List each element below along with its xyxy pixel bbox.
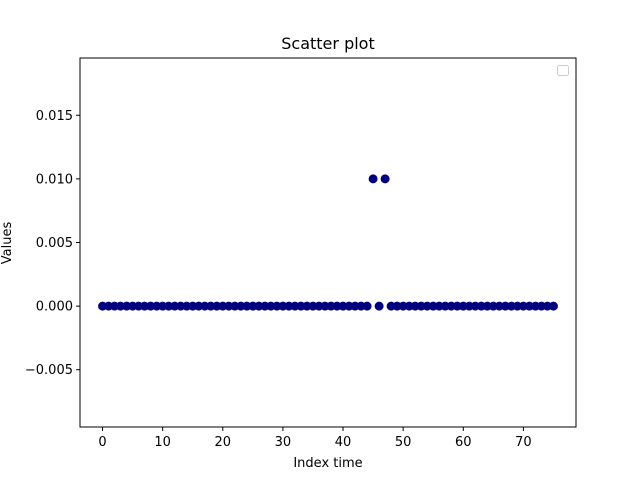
x-tick-label: 70 — [515, 435, 532, 450]
x-tick-label: 0 — [98, 435, 106, 450]
scatter-point — [548, 301, 558, 311]
x-tick-label: 60 — [455, 435, 472, 450]
x-tick-label: 50 — [395, 435, 412, 450]
scatter-point — [362, 301, 372, 311]
y-tick-label: −0.005 — [25, 363, 73, 378]
y-tick-label: 0.000 — [36, 300, 73, 315]
plot-frame — [79, 57, 577, 428]
x-tick-label: 40 — [335, 435, 352, 450]
legend-box — [557, 65, 569, 76]
y-tick-label: 0.010 — [36, 172, 73, 187]
x-tick-label: 10 — [154, 435, 171, 450]
chart-title: Scatter plot — [281, 34, 374, 53]
x-tick-label: 30 — [275, 435, 292, 450]
y-tick-label: 0.015 — [36, 109, 73, 124]
y-axis-ticks: −0.005 0.000 0.005 0.010 0.015 — [25, 109, 80, 378]
x-tick-label: 20 — [215, 435, 232, 450]
plot-area — [80, 58, 576, 427]
data-points — [98, 174, 558, 311]
scatter-point — [380, 174, 390, 184]
y-tick-label: 0.005 — [36, 236, 73, 251]
x-axis-ticks: 0 10 20 30 40 50 60 70 — [98, 427, 532, 450]
scatter-point — [368, 174, 378, 184]
x-axis-label: Index time — [293, 456, 362, 471]
y-axis-label: Values — [0, 222, 15, 265]
scatter-point — [374, 301, 384, 311]
